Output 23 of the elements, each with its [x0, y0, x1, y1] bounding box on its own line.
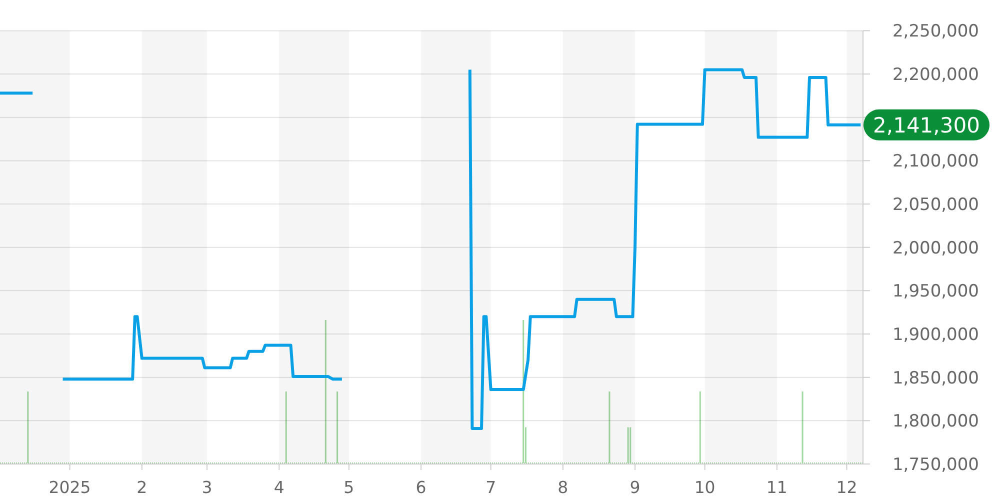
x-tick-label: 3 [202, 478, 212, 497]
y-tick-label: 2,200,000 [892, 65, 979, 86]
x-tick-label: 11 [766, 478, 788, 497]
x-tick-label: 2025 [48, 478, 91, 497]
y-tick-label: 1,850,000 [892, 368, 979, 388]
y-tick-label: 2,100,000 [892, 152, 979, 172]
x-tick-label: 6 [416, 478, 426, 497]
y-tick-label: 1,900,000 [892, 325, 979, 346]
x-tick-label: 2 [136, 478, 148, 497]
y-tick-label: 1,750,000 [892, 455, 979, 475]
x-tick-label: 7 [486, 478, 496, 497]
x-tick-label: 8 [558, 478, 568, 497]
data-label: 2,141,300 [873, 113, 980, 138]
y-tick-label: 2,000,000 [892, 238, 979, 258]
y-tick-label: 2,050,000 [892, 195, 979, 216]
y-tick-label: 1,950,000 [892, 282, 979, 302]
y-tick-label: 1,800,000 [892, 412, 979, 432]
x-tick-label: 10 [694, 478, 716, 497]
y-tick-label: 2,250,000 [892, 22, 979, 42]
x-tick-label: 5 [344, 478, 354, 497]
x-tick-label: 9 [630, 478, 640, 497]
x-tick-label: 4 [274, 478, 284, 497]
x-tick-label: 12 [836, 478, 858, 497]
